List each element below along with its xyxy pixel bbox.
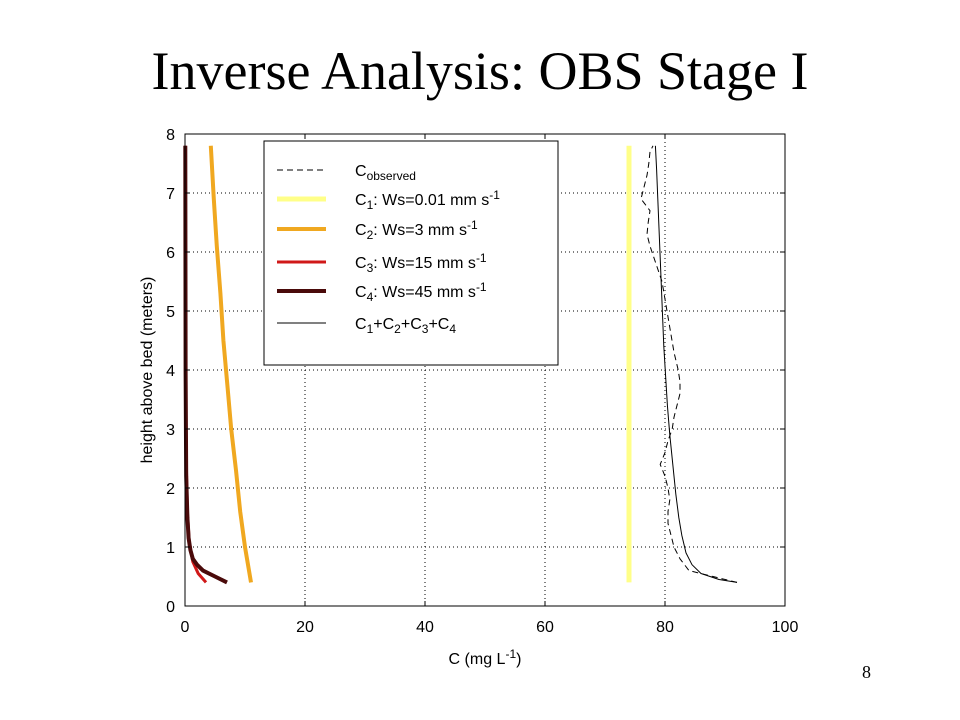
y-tick-label: 5	[166, 304, 175, 321]
series-line-c2	[208, 145, 253, 583]
legend-label-c2: C2: Ws=3 mm s-1	[355, 218, 478, 242]
x-tick-label: 80	[656, 619, 674, 636]
legend: Cobserved C1: Ws=0.01 mm s-1 C2: Ws=3 mm s…	[263, 140, 559, 366]
legend-box	[263, 140, 559, 366]
y-tick-label: 0	[166, 599, 175, 616]
axis-ticks: 0 20 40 60 80 100 0 1 2 3 4 5 6 7 8	[166, 127, 798, 636]
x-tick-label: 20	[296, 619, 314, 636]
y-tick-label: 2	[166, 481, 175, 498]
series-line-sum	[654, 145, 738, 583]
x-tick-label: 0	[181, 619, 190, 636]
series-line-c4	[183, 145, 228, 585]
legend-label-c3: C3: Ws=15 mm s-1	[355, 251, 487, 275]
x-tick-label: 60	[536, 619, 554, 636]
series-line-obs	[640, 145, 738, 583]
slide-title: Inverse Analysis: OBS Stage I	[151, 41, 809, 101]
legend-label-c1: C1: Ws=0.01 mm s-1	[355, 188, 500, 212]
page-number: 8	[862, 662, 871, 682]
y-axis-label: height above bed (meters)	[139, 277, 156, 464]
y-tick-label: 1	[166, 540, 175, 557]
legend-label-obs: Cobserved	[355, 163, 416, 183]
y-tick-label: 4	[166, 363, 175, 380]
y-tick-label: 8	[166, 127, 175, 144]
legend-label-sum: C1+C2+C3+C4	[355, 316, 456, 336]
x-tick-label: 100	[772, 619, 799, 636]
y-tick-label: 7	[166, 186, 175, 203]
y-tick-label: 3	[166, 422, 175, 439]
x-tick-label: 40	[416, 619, 434, 636]
legend-label-c4: C4: Ws=45 mm s-1	[355, 280, 487, 304]
y-tick-label: 6	[166, 245, 175, 262]
x-axis-label: C (mg L-1)	[449, 647, 522, 668]
series-lines	[183, 145, 738, 585]
